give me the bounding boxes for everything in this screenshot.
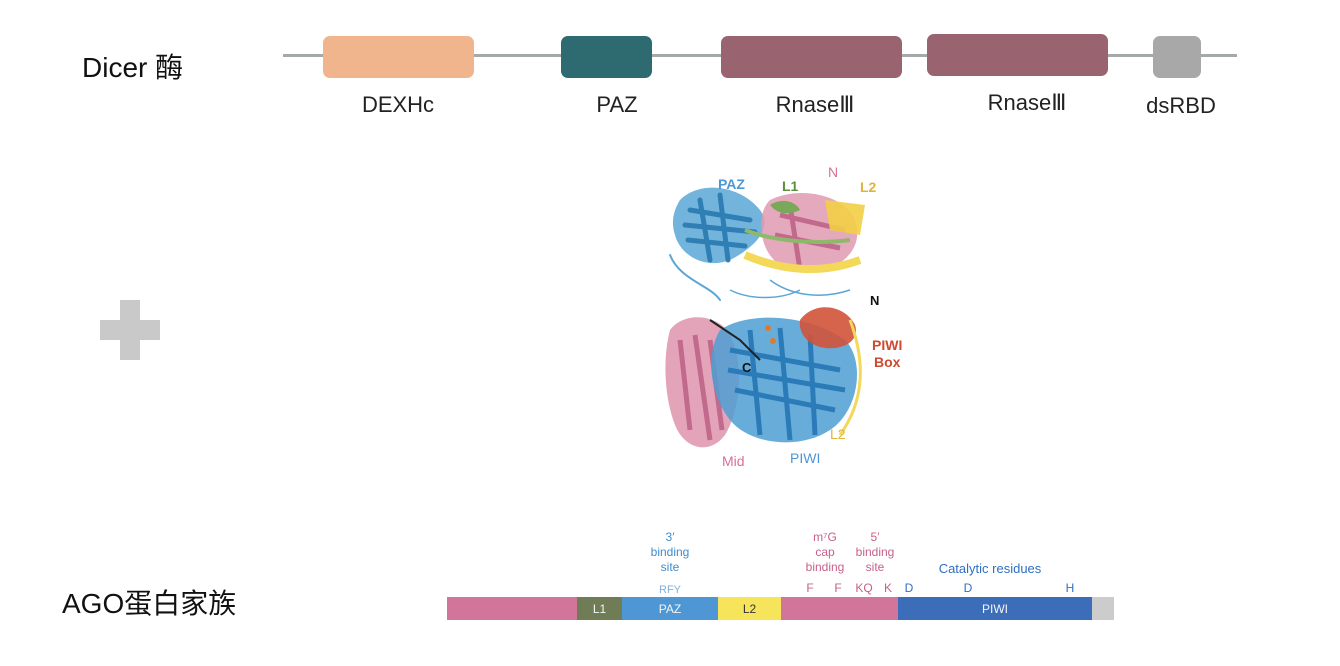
annotation-5-binding-site: 5′ binding site (855, 530, 895, 574)
residue-f-2: F (834, 581, 842, 595)
annotation-3-binding-site: 3′ binding site (650, 530, 690, 574)
residue-k: K (883, 581, 892, 595)
structure-label-l2-bottom: L2 (830, 426, 846, 442)
paz-domain-ribbon (669, 187, 765, 301)
structure-label-piwi: PIWI (790, 450, 820, 466)
dicer-domain-dsrbd (1153, 36, 1201, 78)
dicer-title: Dicer 酶 (82, 52, 184, 83)
ago-segment-n-terminal (447, 597, 577, 620)
dicer-label-paz: PAZ (596, 92, 638, 117)
residue-kq: KQ (855, 581, 873, 595)
annotation-m7g-cap-binding: m⁷G cap binding (805, 530, 845, 574)
dicer-label-rnase3-1: RnaseⅢ (775, 92, 855, 117)
dicer-label-dsrbd: dsRBD (1146, 93, 1216, 118)
ago-segment-mid (781, 597, 898, 620)
structure-label-c: C (742, 360, 752, 375)
dicer-label-dexhc: DEXHc (361, 92, 435, 117)
annotation-rfy: RFY (659, 584, 681, 596)
dicer-label-rnase3-2: RnaseⅢ (987, 90, 1067, 115)
ago-segment-l2: L2 (718, 597, 781, 620)
dicer-domain-dexhc (323, 36, 474, 78)
residue-d-1: D (904, 581, 914, 595)
dicer-domain-paz (561, 36, 652, 78)
l2-domain-ribbon-top (743, 200, 865, 274)
structure-label-n-top: N (828, 164, 838, 180)
residue-d-2: D (963, 581, 973, 595)
structure-label-piwi-box-1: PIWI (872, 337, 902, 353)
structure-label-mid: Mid (722, 453, 745, 469)
l1-domain-ribbon (744, 200, 851, 244)
dicer-domain-rnase3-2 (927, 34, 1108, 76)
residue-f-1: F (806, 581, 814, 595)
ago-segment-c-terminal (1092, 597, 1114, 620)
ago-segment-paz: PAZ (622, 597, 718, 620)
structure-label-piwi-box-2: Box (874, 354, 901, 370)
structure-label-l2-top: L2 (860, 179, 877, 195)
structure-label-paz: PAZ (718, 176, 745, 192)
ago-structure-illustration: PAZ L1 N L2 N PIWI Box C L2 Mid PIWI (665, 164, 902, 469)
l2-domain-ribbon-bottom (838, 319, 862, 436)
ago-segment-piwi: PIWI (898, 597, 1092, 620)
ago-title: AGO蛋白家族 (62, 588, 237, 619)
dicer-domain-rnase3-1 (721, 36, 902, 78)
structure-label-l1: L1 (782, 178, 799, 194)
piwi-box-ribbon (799, 307, 856, 349)
residue-h: H (1065, 581, 1075, 595)
annotation-catalytic-residues: Catalytic residues (938, 561, 1042, 576)
structure-label-n-mid: N (870, 293, 879, 308)
plus-icon (100, 300, 160, 360)
ago-segment-l1: L1 (577, 597, 622, 620)
